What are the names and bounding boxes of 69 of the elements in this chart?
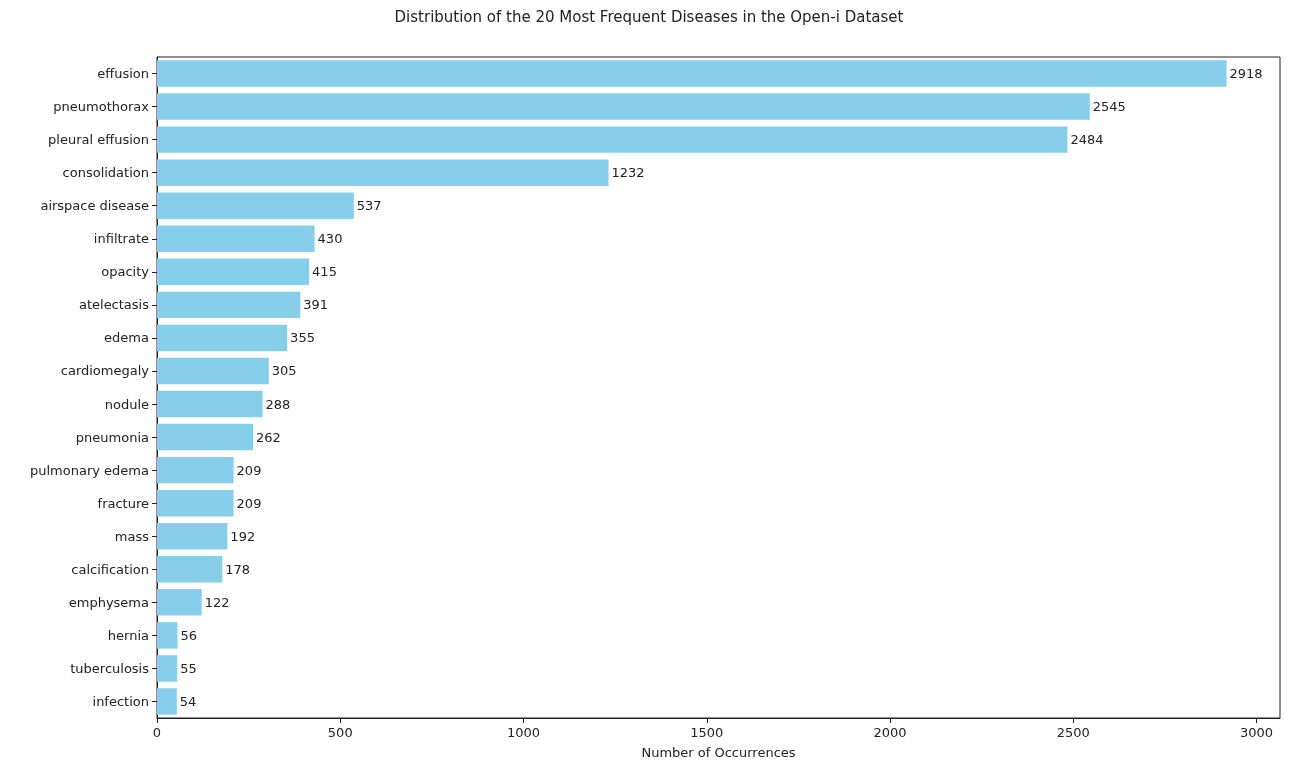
- bar: [157, 93, 1090, 120]
- data-label: 537: [356, 198, 382, 214]
- y-tick-label: nodule: [104, 396, 149, 412]
- bar: [157, 258, 310, 286]
- bar: [157, 523, 228, 550]
- bar: [157, 655, 178, 682]
- bar: [157, 60, 1227, 87]
- y-tick-label: calcification: [71, 561, 149, 577]
- data-label: 2545: [1092, 99, 1126, 115]
- data-label: 178: [225, 561, 251, 577]
- x-tick-label: 1000: [506, 725, 541, 740]
- data-label: 56: [180, 627, 198, 643]
- data-label: 262: [256, 429, 281, 445]
- bar: [157, 291, 301, 319]
- bar: [157, 489, 234, 517]
- data-label: 2484: [1070, 132, 1104, 148]
- y-tick-label: effusion: [97, 66, 149, 82]
- bar: [157, 126, 1068, 153]
- data-label: 1232: [611, 165, 645, 181]
- x-tick-label: 2000: [873, 725, 907, 740]
- data-label: 192: [230, 528, 256, 544]
- data-label: 2918: [1229, 66, 1263, 82]
- bar: [157, 589, 202, 616]
- y-tick-label: fracture: [97, 495, 149, 511]
- x-tick-label: 3000: [1240, 725, 1274, 740]
- y-tick-label: infection: [92, 693, 149, 709]
- y-tick-label: edema: [104, 330, 149, 346]
- y-tick-label: airspace disease: [40, 198, 149, 214]
- y-tick-label: opacity: [101, 264, 150, 280]
- data-label: 54: [179, 693, 197, 709]
- bar: [157, 556, 223, 583]
- bar: [157, 324, 288, 352]
- data-label: 122: [204, 594, 230, 610]
- y-tick-label: pneumothorax: [53, 99, 150, 115]
- data-label: 305: [271, 363, 297, 379]
- x-tick-label: 2500: [1056, 725, 1090, 740]
- y-tick-label: mass: [114, 528, 150, 544]
- x-axis-title: Number of Occurrences: [641, 745, 796, 760]
- y-tick-label: pneumonia: [75, 429, 149, 445]
- data-label: 288: [265, 396, 291, 412]
- x-tick-label: 0: [152, 725, 162, 740]
- y-tick-label: cardiomegaly: [60, 363, 150, 379]
- data-label: 209: [236, 495, 262, 511]
- data-label: 391: [303, 297, 329, 313]
- chart-title: Distribution of the 20 Most Frequent Diseases in the Open-i Dataset: [394, 7, 904, 26]
- bar: [157, 192, 354, 219]
- y-tick-label: consolidation: [62, 165, 149, 181]
- y-tick-label: hernia: [107, 627, 149, 643]
- y-tick-label: infiltrate: [93, 231, 149, 247]
- data-label: 55: [180, 660, 197, 676]
- x-tick-label: 500: [327, 725, 353, 740]
- bar: [157, 688, 177, 715]
- y-tick-label: pleural effusion: [48, 132, 149, 148]
- y-tick-label: pulmonary edema: [30, 462, 149, 478]
- bar: [157, 159, 609, 186]
- data-label: 355: [290, 330, 315, 346]
- bar: [157, 390, 263, 418]
- y-tick-label: emphysema: [68, 594, 149, 610]
- bar: [157, 357, 269, 385]
- bar: [157, 423, 254, 451]
- bar: [157, 225, 315, 252]
- data-label: 430: [317, 231, 343, 247]
- y-tick-label: atelectasis: [78, 297, 150, 313]
- bar: [157, 456, 234, 484]
- data-label: 209: [236, 462, 262, 478]
- data-label: 415: [312, 264, 337, 280]
- y-tick-label: tuberculosis: [70, 660, 150, 676]
- x-tick-label: 1500: [690, 725, 724, 740]
- bar: [157, 622, 178, 649]
